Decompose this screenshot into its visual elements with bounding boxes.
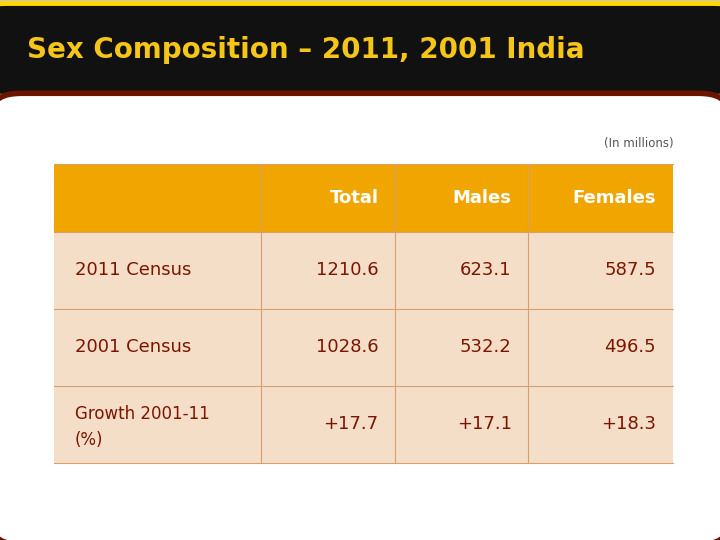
Text: 623.1: 623.1 [460, 261, 512, 279]
Bar [395, 386, 528, 463]
Text: Growth 2001-11: Growth 2001-11 [75, 406, 210, 423]
Text: 1028.6: 1028.6 [316, 339, 379, 356]
Text: 532.2: 532.2 [460, 339, 512, 356]
Bar [54, 232, 261, 309]
Text: +18.3: +18.3 [600, 415, 656, 434]
Text: 1210.6: 1210.6 [316, 261, 379, 279]
Bar [54, 164, 261, 232]
Bar [261, 164, 395, 232]
FancyBboxPatch shape [0, 93, 720, 540]
Text: Males: Males [453, 189, 512, 207]
Bar [261, 386, 395, 463]
Text: Sex Composition – 2011, 2001 India: Sex Composition – 2011, 2001 India [27, 36, 585, 64]
Bar [528, 164, 673, 232]
Bar [395, 164, 528, 232]
Bar [528, 386, 673, 463]
Bar [528, 309, 673, 386]
Text: Females: Females [572, 189, 656, 207]
Text: 496.5: 496.5 [604, 339, 656, 356]
Text: (%): (%) [75, 431, 103, 449]
Text: +17.7: +17.7 [323, 415, 379, 434]
FancyBboxPatch shape [0, 3, 720, 97]
Text: +17.1: +17.1 [456, 415, 512, 434]
Text: 587.5: 587.5 [604, 261, 656, 279]
Bar [395, 309, 528, 386]
Text: 2011 Census: 2011 Census [75, 261, 191, 279]
Bar [261, 309, 395, 386]
Text: 2001 Census: 2001 Census [75, 339, 191, 356]
Text: (In millions): (In millions) [603, 137, 673, 150]
Bar [54, 309, 261, 386]
Bar [261, 232, 395, 309]
Bar [395, 232, 528, 309]
Bar [54, 386, 261, 463]
Text: Total: Total [330, 189, 379, 207]
Bar [528, 232, 673, 309]
